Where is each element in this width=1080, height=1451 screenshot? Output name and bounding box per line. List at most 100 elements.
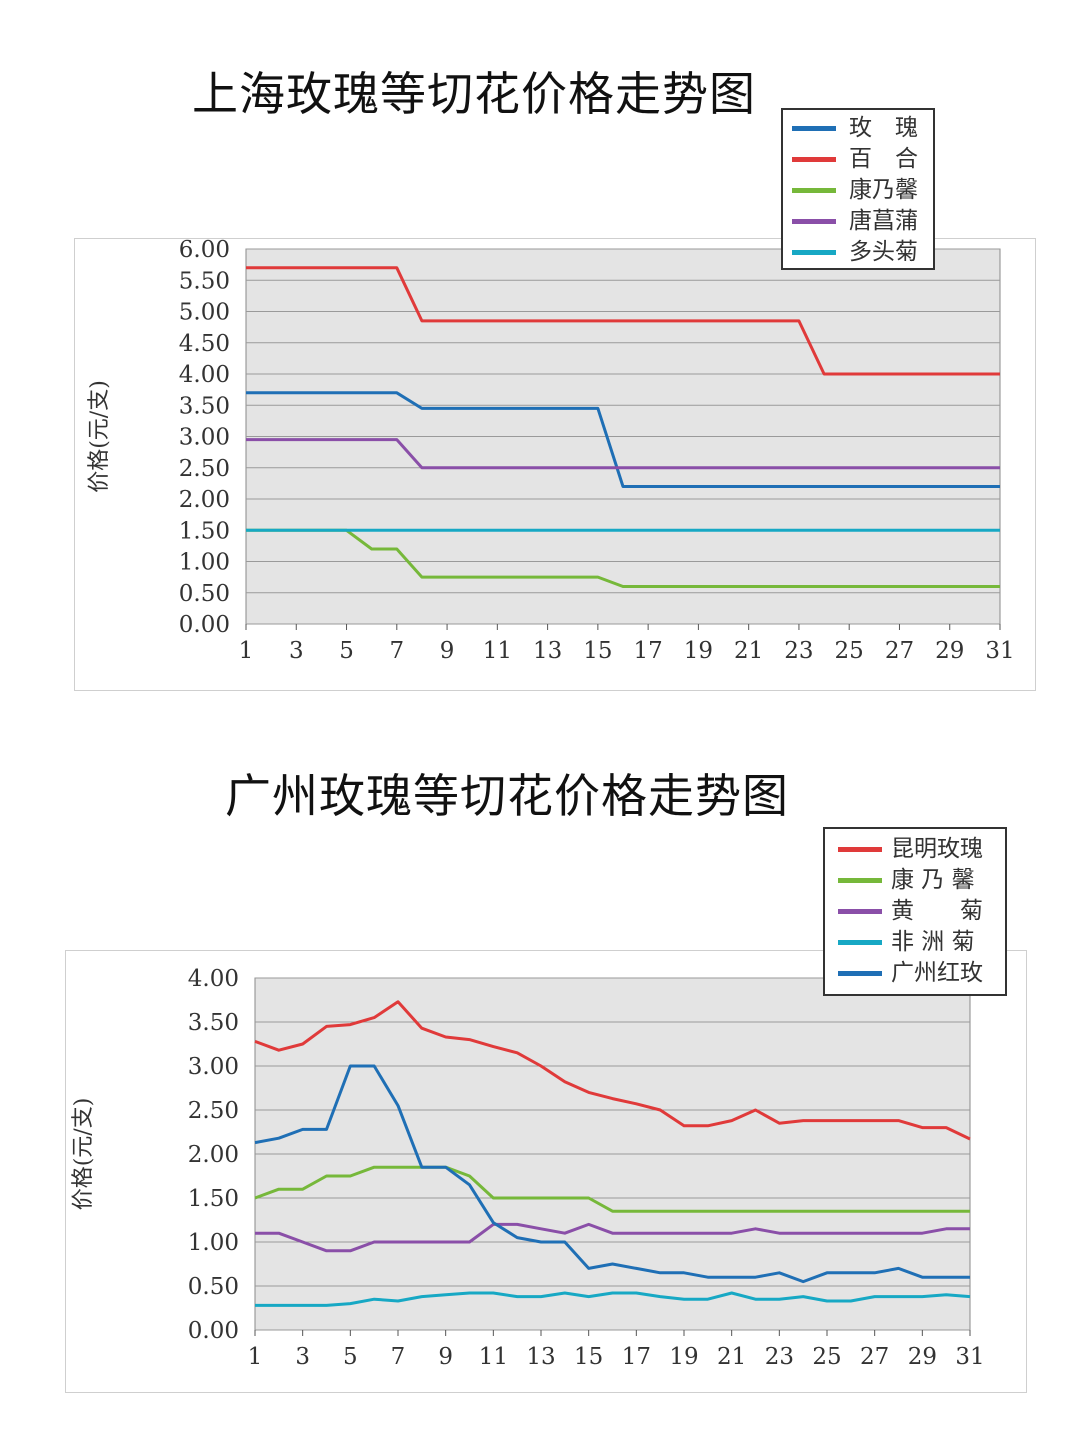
- x-tick-label: 29: [908, 1344, 937, 1370]
- x-tick-label: 19: [684, 638, 713, 664]
- x-tick-label: 17: [633, 638, 662, 664]
- series-line-1: [246, 391, 1000, 488]
- x-tick-label: 1: [239, 638, 254, 664]
- legend-swatch: [838, 909, 882, 914]
- legend-swatch: [792, 188, 836, 193]
- x-tick-label: 23: [784, 638, 813, 664]
- x-tick-label: 19: [669, 1344, 698, 1370]
- legend-label: 康 乃 馨: [891, 867, 975, 893]
- x-tick-label: 15: [574, 1344, 603, 1370]
- x-tick-label: 9: [440, 638, 455, 664]
- x-tick-label: 25: [812, 1344, 841, 1370]
- x-tick-label: 25: [835, 638, 864, 664]
- series-line-3: [255, 1222, 970, 1253]
- y-axis-label: 价格(元/支): [71, 1098, 96, 1211]
- x-tick-label: 7: [391, 1344, 406, 1370]
- x-tick-label: 31: [985, 638, 1014, 664]
- x-tick-label: 21: [734, 638, 763, 664]
- x-tick-label: 29: [935, 638, 964, 664]
- x-tick-label: 3: [295, 1344, 310, 1370]
- legend-label: 唐菖蒲: [849, 208, 918, 234]
- y-tick-label: 0.50: [188, 1274, 239, 1300]
- chart1-legend: 玫 瑰百 合康乃馨唐菖蒲多头菊: [781, 108, 935, 270]
- chart1-title: 上海玫瑰等切花价格走势图: [192, 67, 756, 121]
- x-tick-label: 3: [289, 638, 304, 664]
- x-tick-label: 17: [622, 1344, 651, 1370]
- legend-label: 多头菊: [849, 239, 918, 265]
- legend-item: 广州红玫: [825, 958, 1005, 988]
- legend-swatch: [792, 126, 836, 131]
- y-tick-label: 4.50: [179, 331, 230, 357]
- legend-label: 百 合: [849, 146, 918, 172]
- legend-swatch: [838, 847, 882, 852]
- y-tick-label: 2.50: [179, 456, 230, 482]
- legend-item: 非 洲 菊: [825, 927, 1005, 957]
- legend-item: 康 乃 馨: [825, 865, 1005, 895]
- legend-swatch: [792, 219, 836, 224]
- x-tick-label: 27: [885, 638, 914, 664]
- y-tick-label: 5.50: [179, 268, 230, 294]
- y-tick-label: 3.00: [179, 425, 230, 451]
- legend-label: 黄 菊: [891, 898, 983, 924]
- legend-item: 唐菖蒲: [783, 206, 933, 236]
- legend-item: 玫 瑰: [783, 113, 933, 143]
- x-tick-label: 31: [955, 1344, 984, 1370]
- y-tick-label: 0.50: [179, 581, 230, 607]
- series-line-4: [255, 1291, 971, 1307]
- legend-item: 康乃馨: [783, 175, 933, 205]
- series-line-1: [254, 1000, 971, 1141]
- legend-swatch: [792, 157, 836, 162]
- legend-item: 百 合: [783, 144, 933, 174]
- legend-swatch: [838, 971, 882, 976]
- legend-item: 昆明玫瑰: [825, 834, 1005, 864]
- legend-item: 黄 菊: [825, 896, 1005, 926]
- chart1-plot: 0.00 0.50 1.00 1.50 2.00 2.50 3.00 3.50 4.00 4.50…: [87, 237, 1015, 664]
- series-line-3: [246, 528, 1000, 588]
- chart2-legend: 昆明玫瑰康 乃 馨黄 菊非 洲 菊广州红玫: [823, 827, 1007, 996]
- y-tick-label: 6.00: [179, 237, 230, 263]
- y-tick-label: 2.00: [188, 1142, 239, 1168]
- legend-swatch: [792, 250, 836, 255]
- series-line-2: [254, 1165, 970, 1213]
- y-tick-label: 2.00: [179, 487, 230, 513]
- y-tick-label: 0.00: [179, 612, 230, 638]
- y-tick-label: 3.50: [188, 1010, 239, 1036]
- x-tick-label: 11: [483, 638, 512, 664]
- legend-label: 玫 瑰: [849, 115, 918, 141]
- y-tick-label: 4.00: [188, 966, 239, 992]
- series-line-4: [246, 438, 1000, 470]
- legend-label: 康乃馨: [849, 177, 918, 203]
- x-tick-label: 13: [533, 638, 562, 664]
- legend-swatch: [838, 878, 882, 883]
- legend-label: 昆明玫瑰: [891, 836, 983, 862]
- y-tick-label: 1.50: [179, 518, 230, 544]
- y-tick-label: 1.50: [188, 1186, 239, 1212]
- y-tick-label: 1.00: [188, 1230, 239, 1256]
- x-tick-label: 11: [479, 1344, 508, 1370]
- series-line-5: [254, 1064, 970, 1284]
- chart2-title: 广州玫瑰等切花价格走势图: [225, 769, 789, 823]
- x-tick-label: 5: [339, 638, 354, 664]
- y-axis-label: 价格(元/支): [87, 380, 112, 493]
- y-tick-label: 0.00: [188, 1318, 239, 1344]
- legend-swatch: [838, 940, 882, 945]
- y-tick-label: 1.00: [179, 550, 230, 576]
- y-tick-label: 3.00: [188, 1054, 239, 1080]
- x-tick-label: 9: [438, 1344, 453, 1370]
- y-tick-label: 4.00: [179, 362, 230, 388]
- y-tick-label: 3.50: [179, 393, 230, 419]
- legend-item: 多头菊: [783, 237, 933, 267]
- x-tick-label: 1: [248, 1344, 263, 1370]
- x-tick-label: 21: [717, 1344, 746, 1370]
- x-tick-label: 15: [583, 638, 612, 664]
- x-tick-label: 7: [389, 638, 404, 664]
- x-tick-label: 27: [860, 1344, 889, 1370]
- x-tick-label: 13: [526, 1344, 555, 1370]
- y-tick-label: 2.50: [188, 1098, 239, 1124]
- series-line-2: [246, 266, 1000, 376]
- y-tick-label: 5.00: [179, 300, 230, 326]
- x-tick-label: 5: [343, 1344, 358, 1370]
- x-tick-label: 23: [765, 1344, 794, 1370]
- legend-label: 非 洲 菊: [891, 929, 975, 955]
